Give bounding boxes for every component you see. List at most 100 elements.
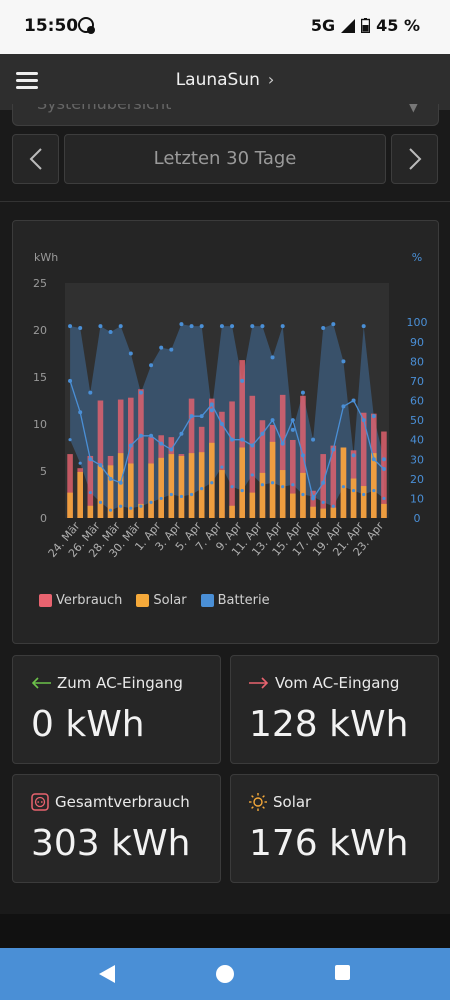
site-title: LaunaSun xyxy=(175,70,260,90)
battery-point xyxy=(98,463,103,468)
battery-min-point xyxy=(311,494,315,499)
battery-min-point xyxy=(240,488,244,493)
battery-point xyxy=(230,437,235,442)
battery-min-point xyxy=(281,485,285,489)
right-tick-label: 100 xyxy=(407,316,428,329)
battery-min-point xyxy=(189,492,194,497)
bar-verbrauch xyxy=(128,397,134,518)
app-bar: LaunaSun › xyxy=(0,54,450,110)
right-tick-label: 50 xyxy=(410,414,424,427)
chevron-left-icon xyxy=(29,148,42,170)
battery-min-point xyxy=(362,492,366,497)
bar-solar xyxy=(330,507,337,518)
stat-value: 128 kWh xyxy=(249,704,409,745)
stat-label-text: Vom AC-Eingang xyxy=(275,674,400,692)
legend-item-batterie[interactable]: Batterie xyxy=(200,593,270,608)
bar-solar xyxy=(259,472,266,518)
battery-min-point xyxy=(200,487,204,491)
battery-level: 45 % xyxy=(376,16,420,35)
right-tick-label: 0 xyxy=(414,512,421,525)
bar-verbrauch xyxy=(310,490,316,518)
right-tick-label: 80 xyxy=(410,355,424,368)
view-selector[interactable]: Systemübersicht ▼ xyxy=(12,104,439,126)
bar-solar xyxy=(138,503,144,518)
bar-solar xyxy=(168,454,175,518)
battery-max-point xyxy=(68,324,73,329)
battery-min-point xyxy=(351,488,356,493)
right-tick-label: 90 xyxy=(410,336,424,349)
bar-solar xyxy=(128,463,134,518)
legend-label: Solar xyxy=(153,593,187,608)
battery-min-point xyxy=(159,496,163,501)
battery-max-point xyxy=(219,324,224,329)
energy-chart: kWh2520151050%100908070605040302010024. … xyxy=(33,251,428,560)
bar-solar xyxy=(198,452,205,518)
stat-label: Zum AC-Eingang xyxy=(31,674,183,692)
battery-max-point xyxy=(179,322,184,327)
stat-label: Gesamtverbrauch xyxy=(31,793,190,811)
left-tick-label: 10 xyxy=(33,418,47,431)
legend-item-verbrauch[interactable]: Verbrauch xyxy=(39,593,122,608)
bar-verbrauch xyxy=(87,455,94,518)
stat-from-ac-input[interactable]: Vom AC-Eingang 128 kWh xyxy=(230,655,439,764)
stat-label-text: Zum AC-Eingang xyxy=(57,674,183,692)
battery-min-point xyxy=(119,504,123,508)
battery-min-point xyxy=(372,488,376,493)
bar-solar xyxy=(87,505,94,518)
bar-solar xyxy=(381,503,387,518)
battery-max-point xyxy=(209,408,214,413)
battery-max-point xyxy=(361,324,366,329)
stat-label: Vom AC-Eingang xyxy=(249,674,399,692)
right-tick-label: 20 xyxy=(410,473,424,486)
bar-solar xyxy=(371,453,377,518)
battery-min-point xyxy=(291,483,295,487)
date-range-button[interactable]: Letzten 30 Tage xyxy=(64,134,386,184)
bottom-strip xyxy=(0,914,450,948)
battery-min-point xyxy=(301,492,305,497)
bar-verbrauch xyxy=(229,401,235,518)
battery-point xyxy=(68,378,73,383)
bar-verbrauch xyxy=(138,389,144,518)
battery-min-point xyxy=(382,496,386,501)
battery-min-point xyxy=(98,500,103,504)
back-icon[interactable] xyxy=(98,964,116,984)
battery-point xyxy=(209,402,214,407)
home-icon[interactable] xyxy=(215,964,235,984)
bar-solar xyxy=(107,465,114,518)
battery-max-point xyxy=(78,326,83,331)
sun-icon xyxy=(249,793,267,811)
battery-min-point xyxy=(230,485,234,489)
stat-to-ac-input[interactable]: Zum AC-Eingang 0 kWh xyxy=(12,655,221,764)
left-tick-label: 15 xyxy=(33,371,47,384)
bar-solar xyxy=(178,455,185,518)
stat-solar[interactable]: Solar 176 kWh xyxy=(230,774,439,883)
battery-point xyxy=(381,467,386,472)
battery-point xyxy=(351,398,356,403)
battery-min-point xyxy=(341,485,346,489)
previous-period-button[interactable] xyxy=(12,134,59,184)
battery-point xyxy=(169,447,174,452)
site-title-link[interactable]: LaunaSun › xyxy=(0,70,450,90)
right-tick-label: 40 xyxy=(410,434,424,447)
battery-point xyxy=(189,414,194,419)
legend-label: Batterie xyxy=(217,593,270,608)
chart-legend: Verbrauch Solar Batterie xyxy=(39,593,270,608)
battery-point xyxy=(118,480,123,485)
recents-icon[interactable] xyxy=(334,964,351,981)
bar-solar xyxy=(360,486,367,518)
menu-icon[interactable] xyxy=(16,72,38,90)
bar-verbrauch xyxy=(320,454,326,518)
bar-solar xyxy=(239,447,245,518)
battery-max-point xyxy=(230,324,235,329)
chevron-down-icon: ▼ xyxy=(408,104,418,114)
bar-solar xyxy=(97,465,104,518)
bar-verbrauch xyxy=(259,420,266,518)
next-period-button[interactable] xyxy=(391,134,438,184)
bar-solar xyxy=(249,492,256,518)
battery-point xyxy=(179,431,184,436)
battery-min-point xyxy=(108,508,113,512)
legend-item-solar[interactable]: Solar xyxy=(136,593,187,608)
stat-total-consumption[interactable]: Gesamtverbrauch 303 kWh xyxy=(12,774,221,883)
system-navigation-bar xyxy=(0,948,450,1000)
bar-solar xyxy=(117,453,124,518)
